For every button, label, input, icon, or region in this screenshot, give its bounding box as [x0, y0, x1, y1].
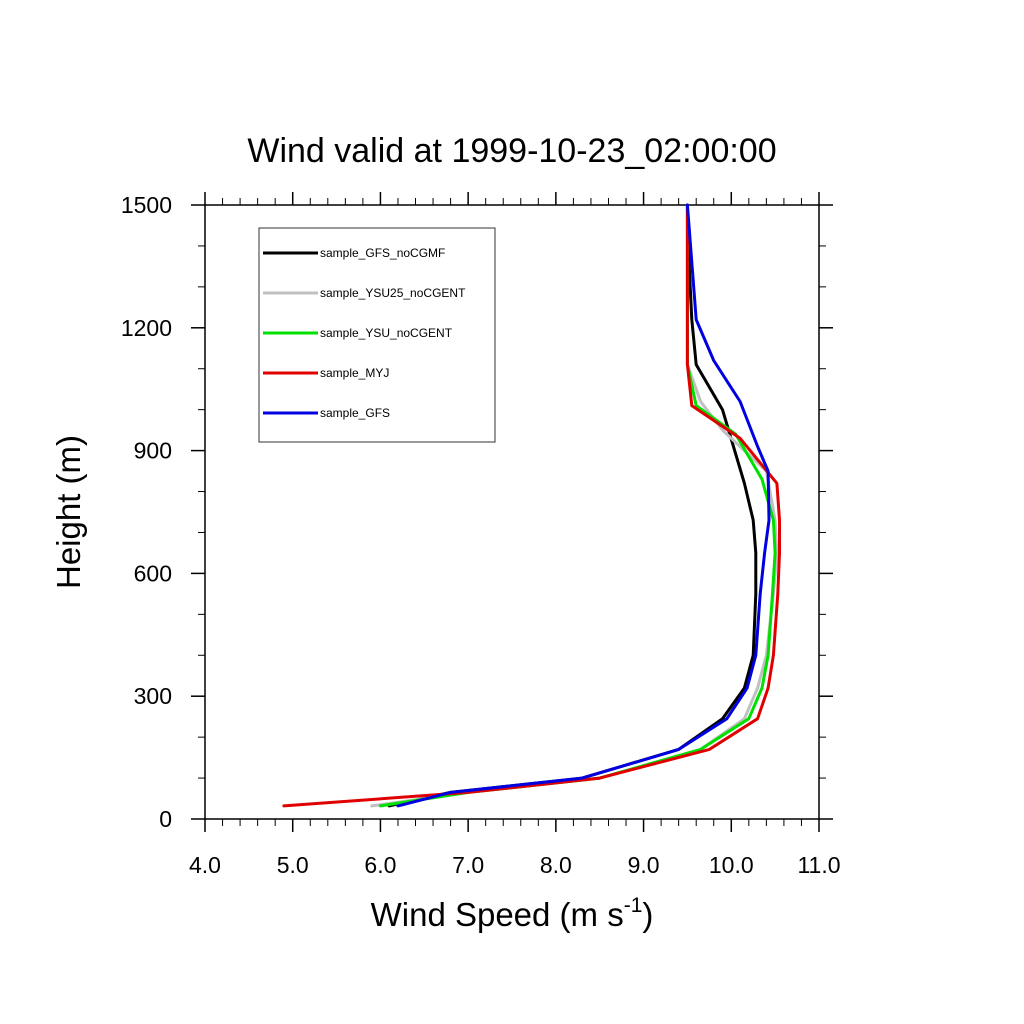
plot-area	[204, 204, 820, 820]
x-tick-label: 11.0	[797, 852, 840, 878]
x-tick-label: 9.0	[628, 852, 660, 878]
y-tick-label: 900	[134, 438, 172, 464]
x-axis-title-main: Wind Speed (m s	[371, 896, 624, 933]
legend-label: sample_YSU_noCGENT	[320, 326, 453, 340]
y-tick-label: 1500	[121, 192, 172, 218]
x-axis-title-superscript: -1	[624, 894, 643, 917]
x-tick-label: 8.0	[540, 852, 572, 878]
x-tick-label: 6.0	[364, 852, 396, 878]
x-axis-title-end: )	[642, 896, 653, 933]
series-layer	[282, 203, 781, 808]
x-tick-label: 7.0	[452, 852, 484, 878]
x-axis-title: Wind Speed (m s-1)	[371, 894, 654, 933]
legend-label: sample_GFS_noCGMF	[320, 246, 445, 260]
legend-label: sample_YSU25_noCGENT	[320, 286, 466, 300]
x-tick-label: 4.0	[189, 852, 221, 878]
legend-label: sample_MYJ	[320, 366, 389, 380]
y-tick-label: 600	[134, 560, 172, 586]
legend-label: sample_GFS	[320, 406, 390, 420]
x-tick-label: 10.0	[709, 852, 754, 878]
x-tick-label: 5.0	[277, 852, 309, 878]
plot-frame	[204, 204, 820, 820]
y-tick-label: 1200	[121, 315, 172, 341]
y-tick-label: 0	[159, 806, 172, 832]
y-axis-title: Height (m)	[50, 435, 87, 589]
legend: sample_GFS_noCGMF sample_YSU25_noCGENTsam…	[258, 227, 496, 443]
series-line-sample-gfs	[396, 203, 771, 808]
chart-title: Wind valid at 1999-10-23_02:00:00	[247, 132, 776, 170]
legend-box	[258, 227, 496, 443]
y-tick-label: 300	[134, 683, 172, 709]
series-line-sample-myj	[282, 203, 781, 808]
tick-layer: 4.0 5.0 6.0 7.0 8.0 9.0 10.0 11.0 0 300 600 900 1200…	[121, 192, 841, 878]
